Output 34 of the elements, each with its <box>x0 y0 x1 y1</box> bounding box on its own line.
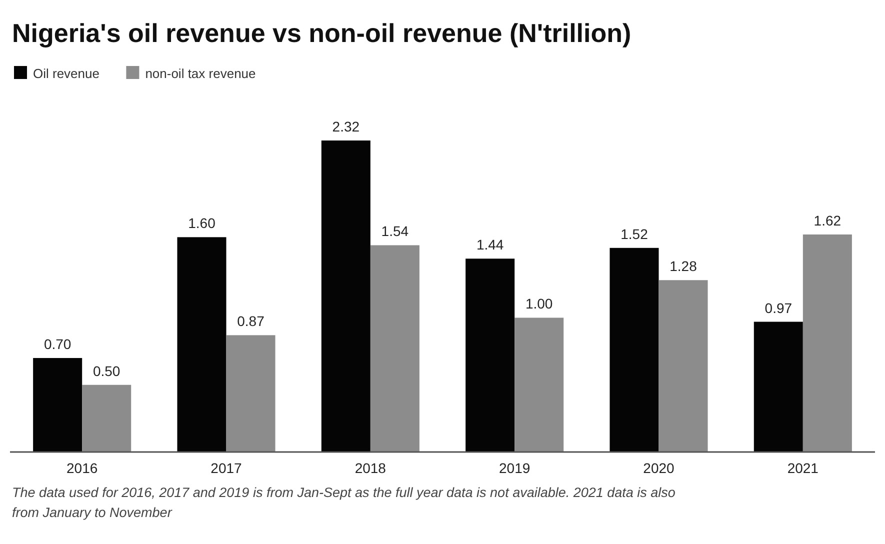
x-tick-label: 2018 <box>354 460 386 476</box>
x-tick-label: 2016 <box>66 460 98 476</box>
chart-title: Nigeria's oil revenue vs non-oil revenue (N'trillion) <box>12 18 632 48</box>
data-label: 1.54 <box>381 223 409 240</box>
x-tick-label: 2017 <box>210 460 242 476</box>
x-tick-label: 2019 <box>499 460 530 476</box>
legend-label: non-oil tax revenue <box>145 66 256 81</box>
bar <box>226 335 276 452</box>
data-label: 1.00 <box>525 296 553 312</box>
bar <box>177 237 226 452</box>
bar <box>802 234 852 452</box>
data-label: 1.28 <box>670 258 698 274</box>
x-tick-label: 2020 <box>643 460 675 476</box>
bar <box>321 140 370 452</box>
data-label: 0.70 <box>44 336 72 352</box>
bar <box>514 318 564 452</box>
bar <box>610 248 659 452</box>
data-label: 0.87 <box>237 313 265 330</box>
bar <box>370 245 420 452</box>
data-label: 1.62 <box>814 212 842 228</box>
text: The data used for 2016, 2017 and 2019 is from Jan-Sept as the full year data is not available. 2021 data is also from January to November <box>12 485 676 520</box>
data-label: 1.60 <box>188 215 216 232</box>
bar <box>754 322 803 452</box>
bar <box>658 280 708 452</box>
data-label: 2.32 <box>332 118 360 134</box>
data-label: 0.50 <box>92 362 120 379</box>
bar <box>33 358 82 452</box>
bar <box>82 384 132 452</box>
data-label: 1.44 <box>476 236 504 253</box>
data-label: 0.97 <box>764 300 792 316</box>
data-label: 1.52 <box>620 226 648 242</box>
legend-label: Oil revenue <box>33 66 100 81</box>
bar <box>466 258 515 452</box>
x-tick-label: 2021 <box>787 460 819 476</box>
